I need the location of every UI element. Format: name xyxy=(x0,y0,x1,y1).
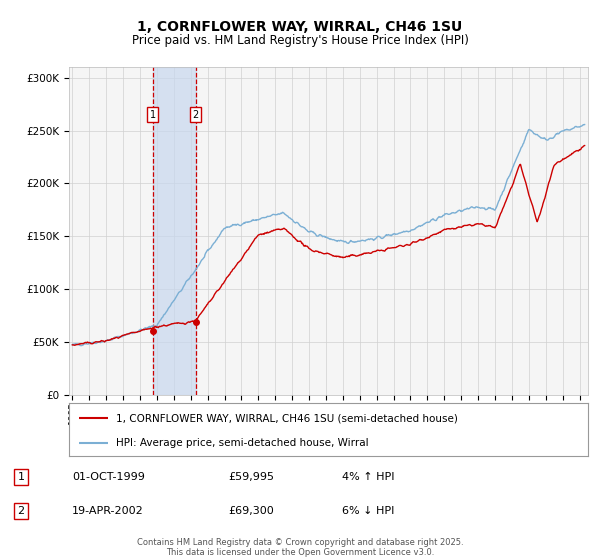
Text: 1: 1 xyxy=(17,472,25,482)
Text: 1, CORNFLOWER WAY, WIRRAL, CH46 1SU: 1, CORNFLOWER WAY, WIRRAL, CH46 1SU xyxy=(137,20,463,34)
Text: 4% ↑ HPI: 4% ↑ HPI xyxy=(342,472,395,482)
Text: £69,300: £69,300 xyxy=(228,506,274,516)
Text: Contains HM Land Registry data © Crown copyright and database right 2025.
This d: Contains HM Land Registry data © Crown c… xyxy=(137,538,463,557)
Text: 1, CORNFLOWER WAY, WIRRAL, CH46 1SU (semi-detached house): 1, CORNFLOWER WAY, WIRRAL, CH46 1SU (sem… xyxy=(116,413,458,423)
Text: 01-OCT-1999: 01-OCT-1999 xyxy=(72,472,145,482)
Bar xyxy=(152,67,196,395)
Text: HPI: Average price, semi-detached house, Wirral: HPI: Average price, semi-detached house,… xyxy=(116,438,368,448)
Text: Price paid vs. HM Land Registry's House Price Index (HPI): Price paid vs. HM Land Registry's House … xyxy=(131,34,469,46)
Text: 2: 2 xyxy=(17,506,25,516)
Text: 2: 2 xyxy=(193,110,199,120)
Text: £59,995: £59,995 xyxy=(228,472,274,482)
Text: 1: 1 xyxy=(149,110,156,120)
Text: 19-APR-2002: 19-APR-2002 xyxy=(72,506,144,516)
Text: 6% ↓ HPI: 6% ↓ HPI xyxy=(342,506,394,516)
